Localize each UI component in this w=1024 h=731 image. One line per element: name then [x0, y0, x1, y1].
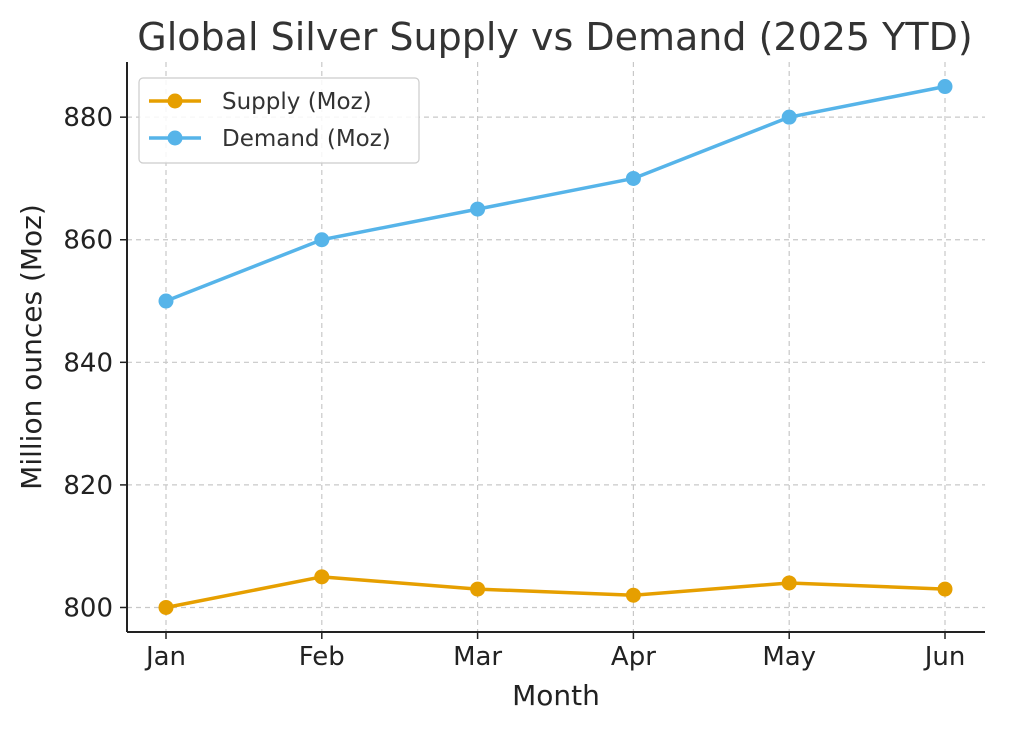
data-point [314, 569, 330, 585]
legend-marker [167, 93, 183, 109]
series-layer [158, 79, 953, 615]
data-point [314, 232, 330, 248]
legend-label: Supply (Moz) [222, 89, 372, 115]
x-tick-label: May [762, 642, 816, 672]
x-tick-label: Apr [611, 642, 656, 672]
data-point [937, 79, 953, 95]
y-tick-label: 840 [63, 348, 113, 378]
data-point [625, 587, 641, 603]
data-point [158, 599, 174, 615]
data-point [937, 581, 953, 597]
legend: Supply (Moz) Demand (Moz) [138, 77, 420, 164]
y-tick-label: 800 [63, 593, 113, 623]
legend-box [138, 77, 420, 164]
ticks-layer: Jan Feb Mar Apr May Jun 800 820 840 860 880 [63, 103, 965, 672]
series-line [165, 575, 946, 610]
x-tick-label: Feb [299, 642, 345, 672]
x-tick-label: Mar [453, 642, 502, 672]
data-point [781, 575, 797, 591]
x-tick-label: Jan [144, 642, 186, 672]
y-tick-label: 860 [63, 226, 113, 256]
y-tick-label: 820 [63, 471, 113, 501]
legend-label: Demand (Moz) [222, 126, 391, 152]
data-point [470, 201, 486, 217]
legend-items: Supply (Moz) Demand (Moz) [149, 89, 391, 152]
chart-title: Global Silver Supply vs Demand (2025 YTD… [137, 15, 972, 59]
legend-marker [167, 130, 183, 146]
x-axis-label: Month [512, 679, 600, 712]
data-point [625, 170, 641, 186]
series-line [165, 84, 946, 303]
data-point [470, 581, 486, 597]
data-point [781, 109, 797, 125]
y-axis-label: Million ounces (Moz) [15, 204, 48, 490]
x-tick-label: Jun [923, 642, 966, 672]
y-tick-label: 880 [63, 103, 113, 133]
axes-layer [126, 62, 985, 633]
data-point [158, 293, 174, 309]
